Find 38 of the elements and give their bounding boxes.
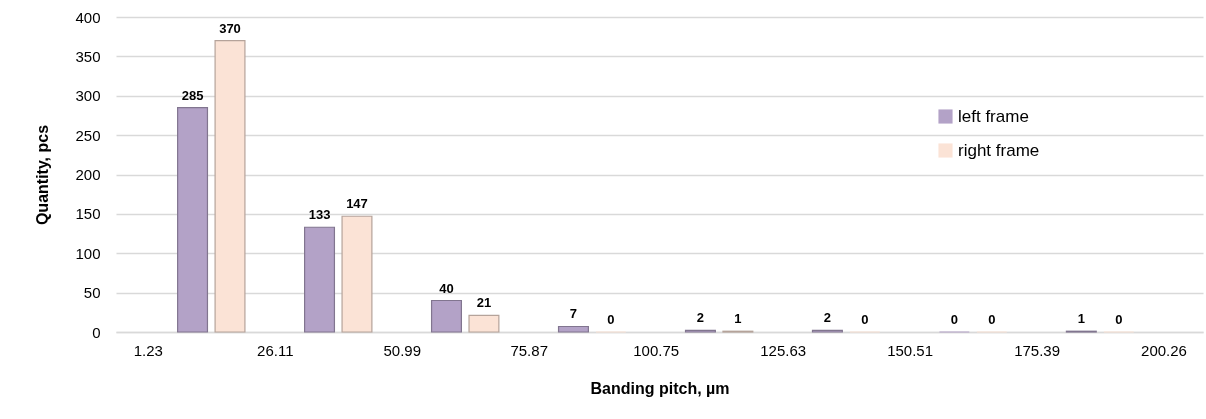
data-label: 133 <box>308 207 331 223</box>
x-tick-label: 125.63 <box>760 341 807 359</box>
data-label: 370 <box>219 20 241 36</box>
data-label: 0 <box>1115 312 1123 327</box>
data-label: 285 <box>181 87 204 103</box>
x-tick-label: 1.23 <box>133 341 163 359</box>
data-label: 7 <box>569 306 578 322</box>
data-label: 0 <box>607 312 615 327</box>
x-tick-label: 100.75 <box>633 341 680 359</box>
data-label: 2 <box>696 310 705 326</box>
x-tick-label: 200.26 <box>1141 341 1187 359</box>
legend-label: right frame <box>958 140 1040 160</box>
data-label: 21 <box>476 295 492 311</box>
data-label: 0 <box>950 312 958 327</box>
y-tick-label: 200 <box>75 166 101 183</box>
data-label: 0 <box>861 312 869 327</box>
y-tick-label: 0 <box>92 323 101 341</box>
x-tick-label: 50.99 <box>383 341 422 359</box>
y-axis-title: Quantity, pcs <box>34 124 52 226</box>
x-tick-label: 26.11 <box>257 341 294 359</box>
data-label: 1 <box>1077 311 1085 327</box>
x-axis-title: Banding pitch, µm <box>590 379 730 397</box>
y-tick-label: 150 <box>75 205 101 223</box>
y-tick-label: 350 <box>75 47 101 65</box>
data-label: 40 <box>439 280 454 296</box>
x-tick-label: 175.39 <box>1014 341 1061 359</box>
x-tick-label: 150.51 <box>887 341 934 359</box>
data-label: 0 <box>988 312 996 327</box>
y-tick-label: 400 <box>75 8 101 26</box>
y-tick-label: 300 <box>75 87 101 105</box>
data-label: 2 <box>823 310 832 326</box>
y-tick-label: 50 <box>83 284 101 302</box>
y-tick-label: 250 <box>75 126 101 144</box>
data-label: 1 <box>734 311 742 327</box>
legend-label: left frame <box>958 106 1029 126</box>
y-tick-label: 100 <box>75 244 101 262</box>
x-tick-label: 75.87 <box>510 341 548 359</box>
data-label: 147 <box>346 196 368 212</box>
